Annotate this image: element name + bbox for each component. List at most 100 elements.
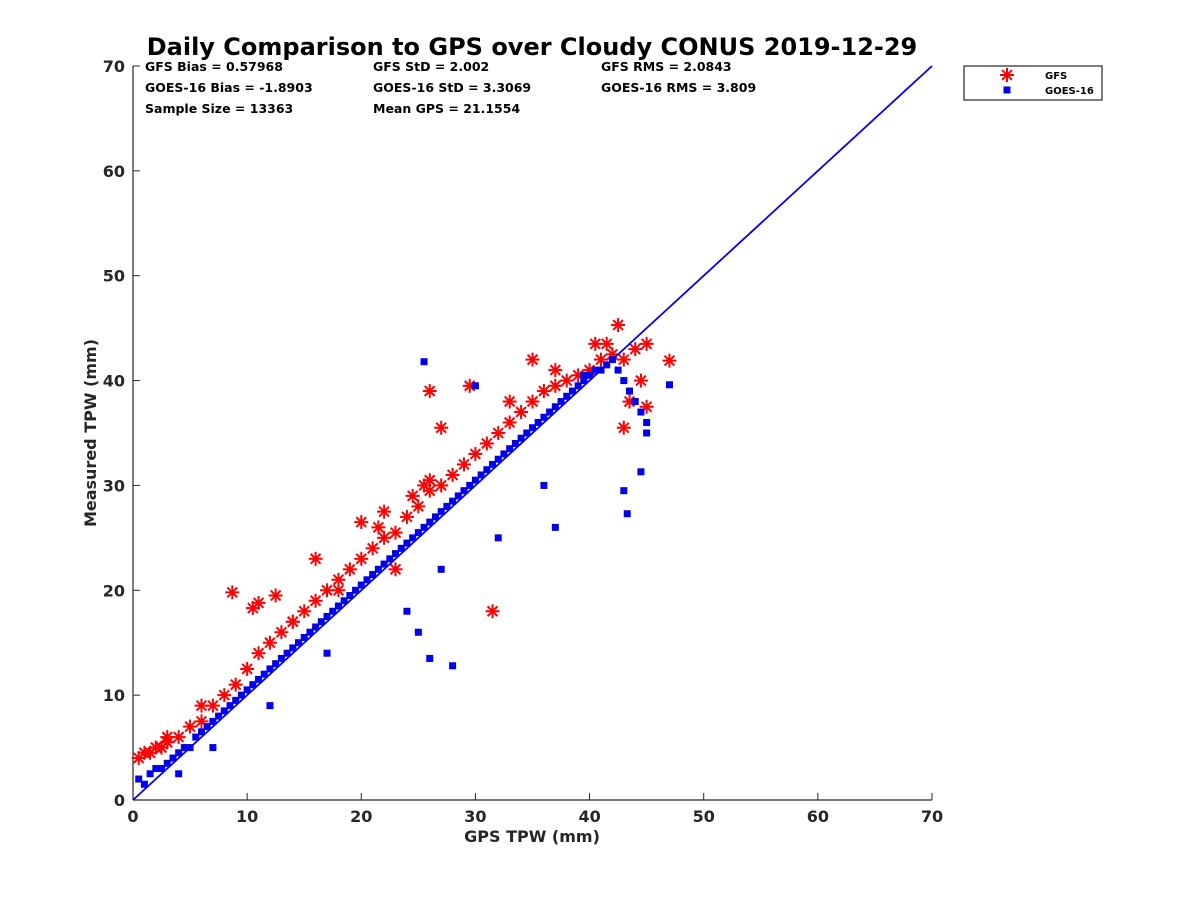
series-goes16 [135, 356, 673, 788]
y-tick-label: 50 [103, 267, 125, 286]
goes16-point [158, 765, 166, 773]
gfs-point [548, 363, 563, 378]
gfs-point [308, 551, 323, 566]
goes16-point [203, 723, 211, 731]
goes16-point [209, 717, 217, 725]
x-tick-label: 0 [127, 807, 138, 826]
goes16-point [449, 497, 457, 505]
goes16-point [243, 686, 251, 694]
goes16-point [403, 539, 411, 547]
goes16-point [369, 571, 377, 579]
stat-sample-size: Sample Size = 13363 [145, 101, 293, 116]
plot-area: 0 10 20 30 40 50 60 70 0 10 20 30 40 50 60 70 [103, 57, 943, 826]
goes16-point [260, 670, 268, 678]
goes16-point [466, 481, 474, 489]
gfs-point [388, 525, 403, 540]
goes16-point [306, 628, 314, 636]
gfs-point [491, 426, 506, 440]
stat-gfs-bias: GFS Bias = 0.57968 [145, 59, 283, 74]
y-axis-title: Measured TPW (mm) [81, 339, 100, 527]
gfs-point [434, 478, 449, 493]
gfs-point [160, 730, 175, 745]
gfs-point [308, 593, 323, 608]
gfs-point [274, 625, 289, 640]
legend-square-icon [1003, 86, 1011, 94]
gfs-point [354, 515, 369, 530]
goes16-point [197, 728, 205, 736]
goes16-point [643, 429, 651, 437]
gfs-point [485, 604, 500, 619]
legend-box [963, 65, 1103, 101]
y-tick-label: 40 [103, 372, 125, 391]
goes16-point [506, 445, 514, 453]
y-tick-label: 20 [103, 581, 125, 600]
goes16-point [620, 487, 628, 495]
goes16-point [380, 560, 388, 568]
goes16-point [215, 712, 223, 720]
stat-goes-rms: GOES-16 RMS = 3.809 [601, 80, 756, 95]
gfs-point [297, 604, 312, 619]
legend-gfs-label: GFS [1045, 71, 1067, 82]
goes16-point [483, 466, 491, 474]
goes16-point [623, 510, 631, 518]
stats-block: GFS Bias = 0.57968 GFS StD = 2.002 GFS R… [145, 59, 756, 116]
goes16-point [546, 408, 554, 416]
goes16-point [637, 468, 645, 476]
gfs-point [217, 688, 232, 703]
x-tick-label: 30 [464, 807, 486, 826]
goes16-point [340, 597, 348, 605]
x-tick-label: 50 [693, 807, 715, 826]
gfs-point [639, 336, 654, 351]
stat-goes-bias: GOES-16 Bias = -1.8903 [145, 80, 313, 95]
goes16-point [329, 607, 337, 615]
goes16-point [152, 765, 160, 773]
gfs-point [388, 562, 403, 577]
goes16-point [437, 565, 445, 573]
gfs-point [148, 740, 163, 755]
x-axis-title: GPS TPW (mm) [464, 827, 600, 846]
gfs-point [616, 352, 631, 367]
goes16-point [426, 654, 434, 662]
gfs-point [628, 342, 643, 357]
gfs-point [502, 415, 517, 430]
gfs-point [371, 520, 386, 535]
gfs-point [194, 698, 209, 713]
goes16-point [232, 696, 240, 704]
goes16-point [363, 576, 371, 584]
goes16-point [192, 733, 200, 741]
legend: GFS GOES-16 [963, 65, 1103, 101]
goes16-point [397, 544, 405, 552]
stat-gfs-std: GFS StD = 2.002 [373, 59, 489, 74]
goes16-point [283, 649, 291, 657]
gfs-point [240, 661, 255, 676]
chart-title: Daily Comparison to GPS over Cloudy CONU… [147, 33, 918, 61]
goes16-point [180, 744, 188, 752]
goes16-point [135, 775, 143, 783]
goes16-point [626, 387, 634, 395]
goes16-point [426, 518, 434, 526]
goes16-point [300, 633, 308, 641]
gfs-point [434, 420, 449, 435]
gfs-point [183, 719, 198, 734]
goes16-point [489, 460, 497, 468]
goes16-point [643, 419, 651, 427]
goes16-point [523, 429, 531, 437]
x-tick-label: 60 [807, 807, 829, 826]
goes16-point [386, 555, 394, 563]
gfs-point [251, 595, 266, 610]
gfs-point [548, 378, 563, 393]
goes16-point [586, 371, 594, 379]
stat-mean-gps: Mean GPS = 21.1554 [373, 101, 520, 116]
gfs-point [611, 317, 626, 332]
gfs-point [405, 488, 420, 503]
gfs-point [399, 509, 414, 524]
x-tick-label: 10 [236, 807, 258, 826]
goes16-point [637, 408, 645, 416]
goes16-point [237, 691, 245, 699]
gfs-point [194, 714, 209, 729]
gfs-point [251, 646, 266, 661]
goes16-point [352, 586, 360, 594]
goes16-point [266, 702, 274, 710]
x-tick-label: 20 [350, 807, 372, 826]
goes16-point [568, 387, 576, 395]
